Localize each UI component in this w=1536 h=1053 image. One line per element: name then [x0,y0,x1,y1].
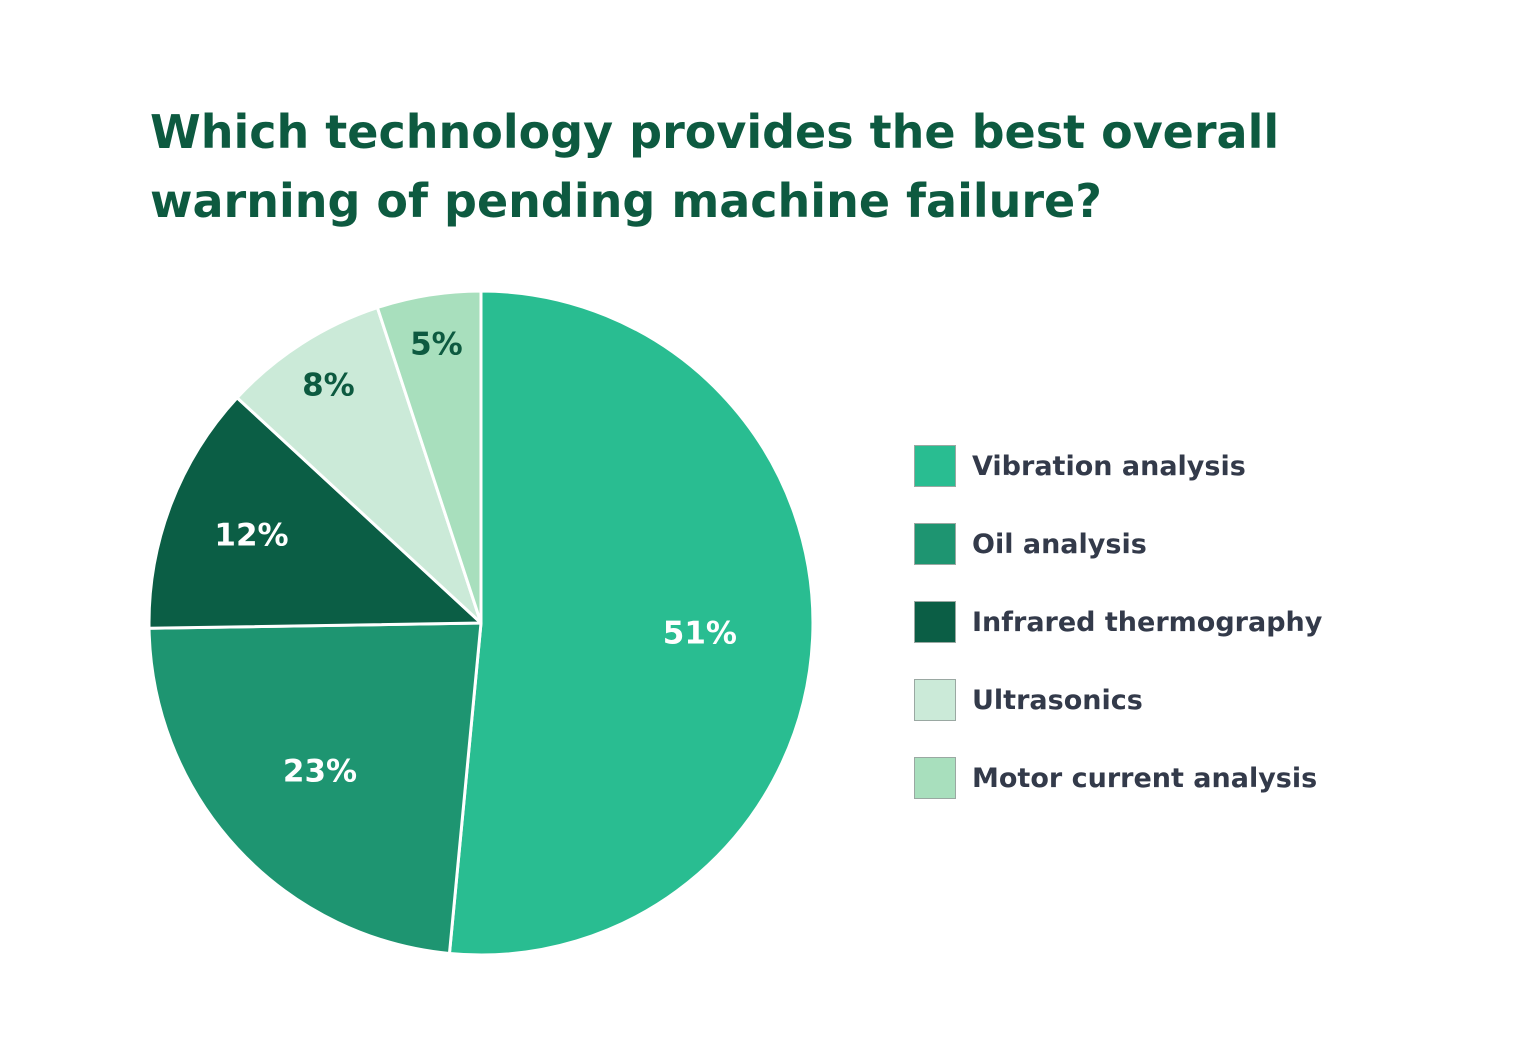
pie-label-motor-current-analysis: 5% [410,326,463,362]
pie-label-infrared-thermography: 12% [214,517,288,553]
legend-item-vibration-analysis: Vibration analysis [914,443,1514,489]
pie-label-ultrasonics: 8% [302,368,355,404]
legend-label-ultrasonics: Ultrasonics [972,684,1143,716]
legend-item-oil-analysis: Oil analysis [914,521,1514,567]
legend-swatch-ultrasonics [914,679,956,721]
legend-swatch-motor-current-analysis [914,757,956,799]
chart-title-line-1: Which technology provides the best overa… [150,105,1280,159]
pie-slice-oil-analysis [147,621,483,955]
legend-swatch-vibration-analysis [914,445,956,487]
legend-label-oil-analysis: Oil analysis [972,528,1147,560]
pie-slice-motor-current-analysis [375,289,483,625]
legend-item-motor-current-analysis: Motor current analysis [914,755,1514,801]
legend-label-infrared-thermography: Infrared thermography [972,606,1323,638]
pie-slice-vibration-analysis [447,289,815,957]
pie-label-oil-analysis: 23% [283,754,357,790]
chart-title: Which technology provides the best overa… [150,98,1450,236]
legend-swatch-infrared-thermography [914,601,956,643]
pie-slice-infrared-thermography [147,396,483,630]
legend-swatch-oil-analysis [914,523,956,565]
legend: Vibration analysis Oil analysis Infrared… [914,443,1514,833]
legend-item-infrared-thermography: Infrared thermography [914,599,1514,645]
legend-label-vibration-analysis: Vibration analysis [972,450,1246,482]
pie-label-vibration-analysis: 51% [663,615,737,651]
legend-label-motor-current-analysis: Motor current analysis [972,762,1318,794]
chart-title-line-2: warning of pending machine failure? [150,174,1102,228]
legend-item-ultrasonics: Ultrasonics [914,677,1514,723]
pie-slice-ultrasonics [235,306,483,625]
